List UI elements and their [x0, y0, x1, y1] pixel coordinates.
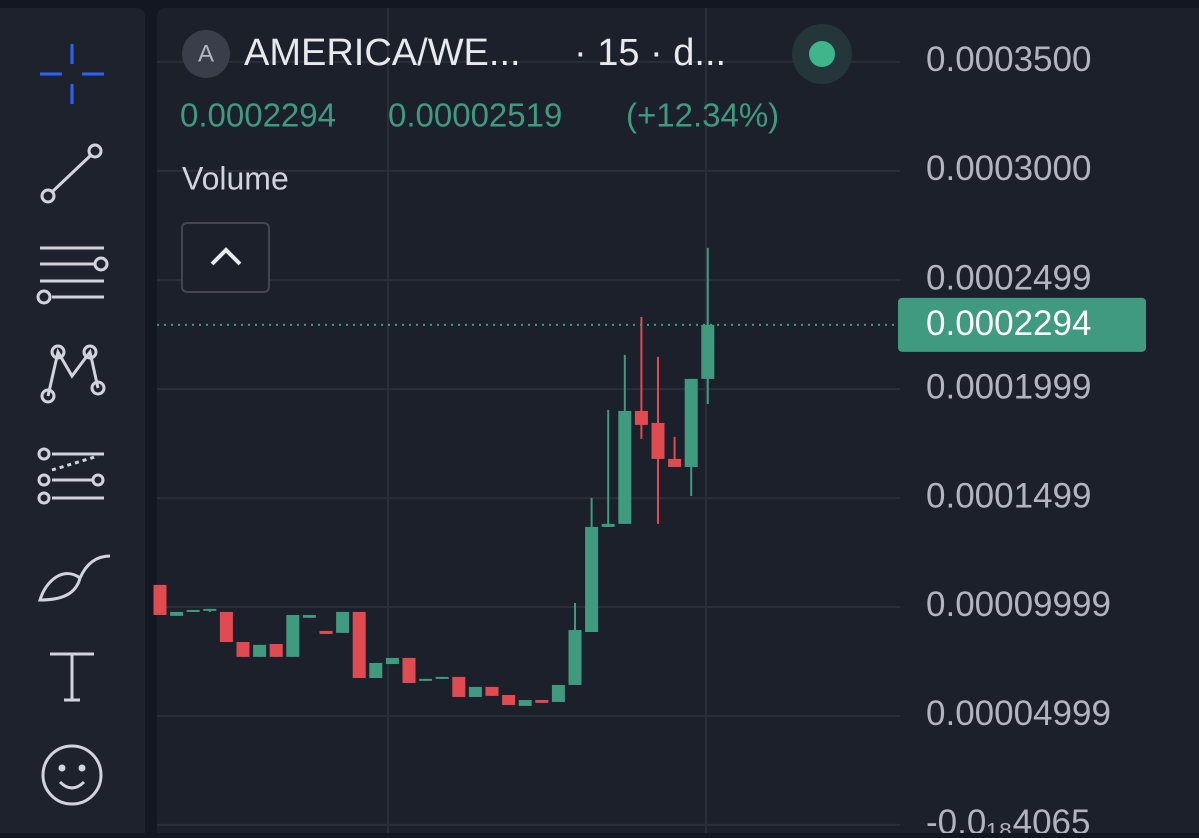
toolbar-icons[interactable] — [36, 44, 111, 806]
candle-body — [219, 611, 233, 643]
candle-body — [302, 614, 316, 618]
collapse-button[interactable] — [181, 222, 270, 293]
candle-body — [634, 410, 648, 425]
candle-body — [518, 700, 532, 706]
last-price-box — [898, 297, 1146, 352]
candle-body — [502, 695, 516, 706]
pattern-tool[interactable] — [40, 344, 106, 404]
collapse-icon — [210, 247, 242, 266]
y-tick-label: -0.0₁₈4065 — [926, 803, 1091, 833]
symbol[interactable]: AMERICA/WE... — [244, 32, 521, 74]
candle-body — [684, 378, 698, 467]
y-tick-label: 0.00004999 — [926, 694, 1111, 733]
candle-body — [468, 686, 482, 697]
y-tick-label: 0.0001499 — [926, 476, 1091, 515]
text-tool[interactable] — [50, 652, 94, 702]
candle-body — [568, 630, 582, 685]
candle-body — [435, 676, 449, 679]
candle-body — [236, 642, 250, 657]
trend-line-tool[interactable] — [40, 143, 103, 204]
candle-body — [385, 657, 399, 665]
candle-body — [336, 611, 350, 633]
candle-body — [319, 630, 333, 634]
crosshair-tool[interactable] — [40, 44, 104, 104]
candle-body — [203, 608, 217, 611]
candle-body — [535, 700, 549, 703]
y-tick-label: 0.0001999 — [926, 367, 1091, 406]
symbol-badge-text: A — [198, 40, 214, 67]
candle-body — [286, 614, 300, 657]
toolbar — [0, 8, 145, 838]
candle-body — [419, 678, 433, 681]
y-tick-label: 0.0003000 — [926, 149, 1091, 188]
candle-body — [551, 684, 565, 702]
last-price-label: 0.0002294 — [926, 304, 1091, 343]
candle-body — [352, 611, 366, 678]
brush-tool[interactable] — [37, 554, 111, 602]
symbol-badge[interactable] — [182, 30, 230, 78]
price: 0.0002294 — [180, 97, 336, 134]
y-tick-label: 0.0002499 — [926, 258, 1091, 297]
candle-body — [618, 410, 632, 524]
candle-body — [170, 611, 184, 616]
y-tick-label: 0.00009999 — [926, 585, 1111, 624]
candle-body — [585, 526, 599, 632]
candle-body — [269, 643, 283, 657]
interval[interactable]: · 15 · d... — [574, 32, 726, 74]
status-dot — [809, 41, 835, 67]
candle-body — [186, 609, 200, 612]
candle-body — [601, 523, 615, 527]
candle-body — [369, 662, 383, 678]
candle-body — [701, 324, 715, 379]
prediction-tool[interactable] — [37, 447, 105, 505]
indicator[interactable]: Volume — [182, 160, 289, 196]
change: 0.00002519 — [388, 97, 562, 134]
candle-body — [485, 686, 499, 696]
y-tick-label: 0.0003500 — [926, 40, 1091, 79]
candle-body — [668, 458, 682, 467]
candle-body — [651, 422, 665, 459]
candle-body — [402, 657, 416, 684]
plot — [153, 60, 900, 826]
candle-body — [253, 644, 267, 657]
chart-panel — [157, 8, 1199, 838]
fib-tool[interactable] — [36, 246, 109, 305]
emoji-tool[interactable] — [41, 744, 103, 806]
change-pct: (+12.34%) — [626, 97, 779, 134]
candle-body — [153, 584, 167, 615]
candle-body — [452, 676, 466, 697]
